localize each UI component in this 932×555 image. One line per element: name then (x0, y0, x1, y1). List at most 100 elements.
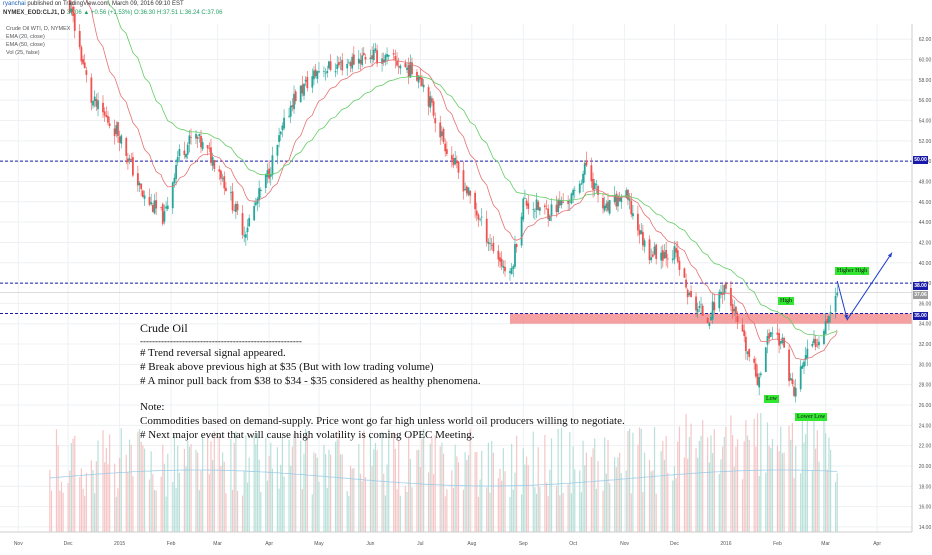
candle (555, 195, 558, 218)
candle (628, 192, 631, 210)
candle-body (789, 378, 792, 381)
candle-body (824, 321, 827, 334)
volume-bar (339, 454, 342, 532)
candle (514, 235, 516, 270)
candle-body (748, 349, 751, 357)
candle (406, 63, 408, 74)
candle (515, 243, 518, 253)
volume-bar (404, 485, 406, 532)
candle (718, 289, 721, 312)
volume-bar (429, 443, 431, 532)
indicator-ema50[interactable]: EMA (50, close) (6, 42, 45, 48)
volume-bar (584, 465, 586, 532)
candle (311, 68, 314, 94)
candle (439, 115, 442, 145)
candle (318, 62, 320, 74)
volume-bar (84, 495, 86, 532)
candle-body (527, 203, 530, 209)
volume-bar (49, 469, 51, 532)
volume-bar (665, 436, 667, 532)
candle (688, 291, 691, 297)
indicator-title[interactable]: Crude Oil WTI, D, NYMEX (6, 26, 71, 32)
label-high[interactable]: High (778, 297, 794, 305)
candle (407, 57, 410, 85)
label-higher-high[interactable]: Higher High (835, 267, 870, 275)
candle-body (643, 240, 646, 247)
candle (455, 155, 458, 169)
volume-bar (550, 438, 553, 532)
arrowhead-down (844, 314, 848, 320)
candle (548, 214, 551, 222)
candle (570, 192, 573, 205)
candle (155, 191, 158, 215)
candle (686, 288, 689, 305)
volume-bar (384, 495, 386, 532)
volume-bar (241, 495, 244, 532)
volume-bar (188, 446, 190, 532)
candle-body (499, 257, 501, 262)
candle-body (151, 205, 154, 212)
candle (673, 240, 676, 265)
candle (289, 100, 292, 124)
candle-body (467, 187, 470, 195)
candle-body (497, 250, 500, 260)
volume-bar (788, 425, 790, 532)
volume-bar (569, 432, 571, 532)
label-lower-low[interactable]: Lower Low (795, 413, 828, 421)
volume-bar (524, 464, 526, 532)
candle (756, 364, 759, 386)
volume-bar (177, 445, 179, 532)
candle-body (85, 70, 88, 75)
candle (258, 180, 261, 208)
volume-bar (381, 431, 383, 532)
volume-bar (725, 426, 727, 532)
candle-body (318, 71, 320, 73)
candle (141, 189, 144, 198)
candle (585, 151, 588, 168)
volume-bar (290, 465, 292, 532)
candle (374, 42, 377, 54)
candle (78, 24, 81, 50)
volume-bar (218, 435, 220, 532)
candle (409, 54, 412, 79)
volume-bar (456, 456, 458, 532)
indicator-vol[interactable]: Vol (25, false) (6, 50, 40, 56)
volume-bar (640, 428, 642, 532)
candle (136, 165, 139, 192)
indicator-ema20[interactable]: EMA (20, close) (6, 34, 45, 40)
publisher-name[interactable]: ryanchai (3, 1, 26, 7)
y-tick-label: 46.00 (919, 200, 932, 206)
candle-body (78, 30, 81, 48)
candle (492, 236, 495, 254)
volume-bar (80, 468, 82, 532)
volume-bar (225, 493, 227, 532)
volume-bar (72, 438, 74, 532)
volume-bar (642, 491, 644, 532)
volume-bar (643, 452, 646, 532)
volume-bar (760, 413, 762, 532)
candle (550, 198, 553, 222)
candle (236, 201, 239, 216)
candle-body (573, 189, 576, 191)
candle-body (92, 100, 94, 106)
volume-bar (474, 452, 476, 532)
candle (382, 52, 385, 66)
volume-bar (545, 482, 548, 532)
candle-body (115, 125, 118, 134)
candle-body (769, 332, 772, 337)
candle-body (744, 336, 747, 352)
volume-bar (678, 426, 681, 532)
y-tick-label: 18.00 (919, 484, 932, 490)
candle-body (281, 125, 284, 131)
note-line-4: Commodities based on demand-supply. Pric… (140, 415, 625, 427)
x-tick-label: 2016 (720, 541, 731, 547)
candle (253, 200, 256, 221)
volume-bar (826, 469, 828, 532)
volume-bar (512, 489, 514, 532)
candle-body (361, 55, 364, 65)
label-low[interactable]: Low (764, 395, 779, 403)
candle (185, 153, 187, 160)
volume-bar (534, 487, 536, 532)
